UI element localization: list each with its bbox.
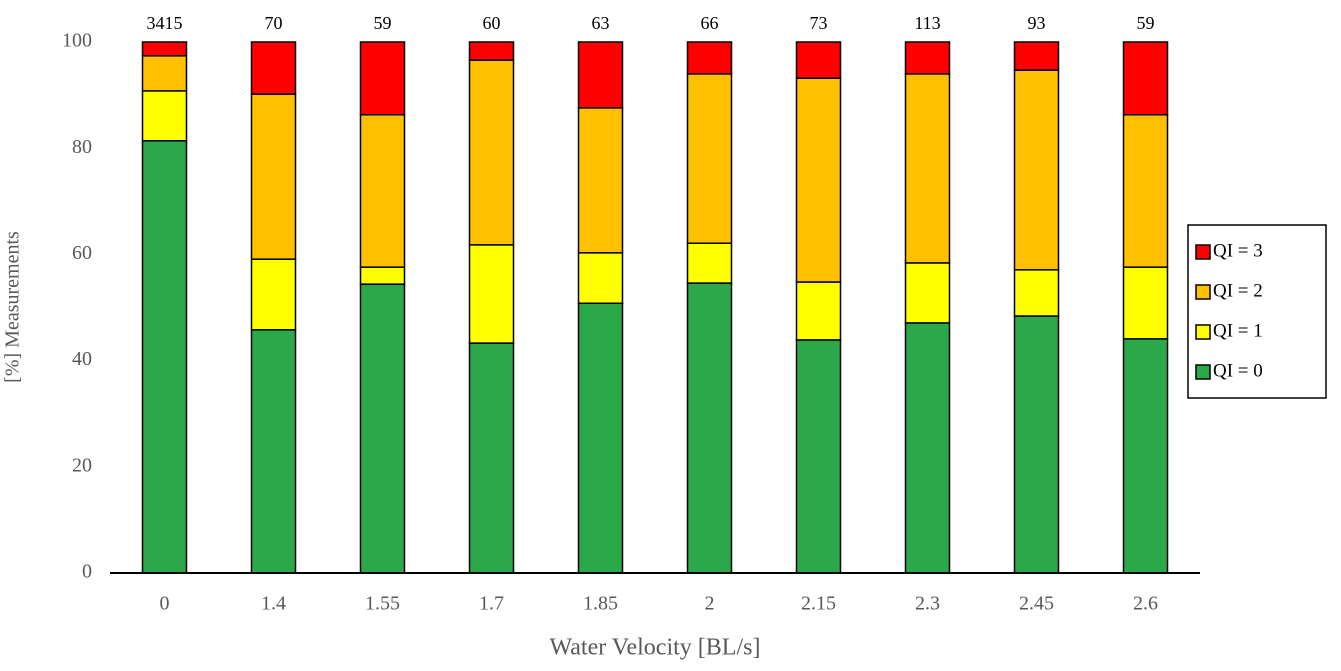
bar-segment: [1122, 113, 1169, 268]
bar-segment: [1013, 269, 1060, 317]
bar-segment: [577, 302, 624, 574]
x-tick-label: 1.4: [261, 593, 286, 615]
bar-segment: [577, 107, 624, 254]
y-tick-label: 80: [72, 136, 92, 158]
bar-segment: [795, 339, 842, 574]
legend-label: QI = 3: [1213, 240, 1263, 261]
count-label: 59: [1137, 13, 1155, 33]
legend-swatch: [1195, 324, 1211, 340]
bar-segment: [1122, 266, 1169, 340]
bar-segment: [795, 41, 842, 79]
bar-segment: [795, 77, 842, 283]
bar-segment: [468, 59, 515, 246]
legend-label: QI = 0: [1213, 360, 1263, 381]
bar-segment: [359, 266, 406, 285]
count-label: 3415: [147, 13, 183, 33]
bar-segment: [359, 283, 406, 574]
bar-segment: [1013, 41, 1060, 71]
bar-segment: [141, 41, 188, 57]
y-tick-label: 100: [62, 30, 92, 52]
bar-segment: [359, 41, 406, 116]
bar-segment: [577, 252, 624, 305]
x-tick-label: 2.45: [1019, 593, 1054, 615]
x-tick-label: 0: [160, 593, 170, 615]
y-tick-label: 40: [72, 348, 92, 370]
bar-segment: [468, 41, 515, 61]
bar-segment: [141, 140, 188, 574]
bar-segment: [795, 281, 842, 341]
bar-segment: [250, 329, 297, 574]
legend-swatch: [1195, 244, 1211, 260]
bar-segment: [577, 41, 624, 109]
bar-segment: [141, 55, 188, 92]
bar-segment: [904, 41, 951, 75]
count-label: 60: [483, 13, 501, 33]
x-tick-label: 2: [705, 593, 715, 615]
bar-segment: [904, 73, 951, 264]
bar-segment: [686, 41, 733, 75]
bar-segment: [904, 322, 951, 574]
legend-box: [1187, 224, 1327, 399]
bar-segment: [904, 262, 951, 324]
bar-segment: [141, 90, 188, 142]
bar-segment: [250, 258, 297, 331]
bar-segment: [686, 282, 733, 574]
y-tick-label: 60: [72, 242, 92, 264]
x-tick-label: 2.3: [915, 593, 940, 615]
x-tick-label: 2.6: [1133, 593, 1158, 615]
legend-swatch: [1195, 364, 1211, 380]
legend-label: QI = 2: [1213, 280, 1263, 301]
y-tick-label: 0: [82, 561, 92, 583]
y-axis-title: [%] Measurements: [2, 231, 24, 383]
bar-segment: [359, 113, 406, 268]
bar-segment: [686, 242, 733, 284]
y-tick-label: 20: [72, 454, 92, 476]
bar-segment: [468, 244, 515, 344]
legend-swatch: [1195, 284, 1211, 300]
count-label: 73: [810, 13, 828, 33]
bar-segment: [1013, 69, 1060, 271]
x-axis-title: Water Velocity [BL/s]: [550, 635, 761, 661]
count-label: 63: [592, 13, 610, 33]
bar-segment: [686, 73, 733, 244]
bar-segment: [1122, 338, 1169, 574]
bar-segment: [1122, 41, 1169, 116]
count-label: 59: [374, 13, 392, 33]
bar-segment: [250, 41, 297, 95]
count-label: 93: [1028, 13, 1046, 33]
count-label: 66: [701, 13, 719, 33]
bar-segment: [250, 93, 297, 260]
legend-label: QI = 1: [1213, 320, 1263, 341]
x-tick-label: 1.85: [583, 593, 618, 615]
count-label: 113: [914, 13, 940, 33]
bar-segment: [468, 342, 515, 574]
x-tick-label: 1.7: [479, 593, 504, 615]
x-tick-label: 1.55: [365, 593, 400, 615]
bar-segment: [1013, 315, 1060, 574]
x-tick-label: 2.15: [801, 593, 836, 615]
count-label: 70: [265, 13, 283, 33]
